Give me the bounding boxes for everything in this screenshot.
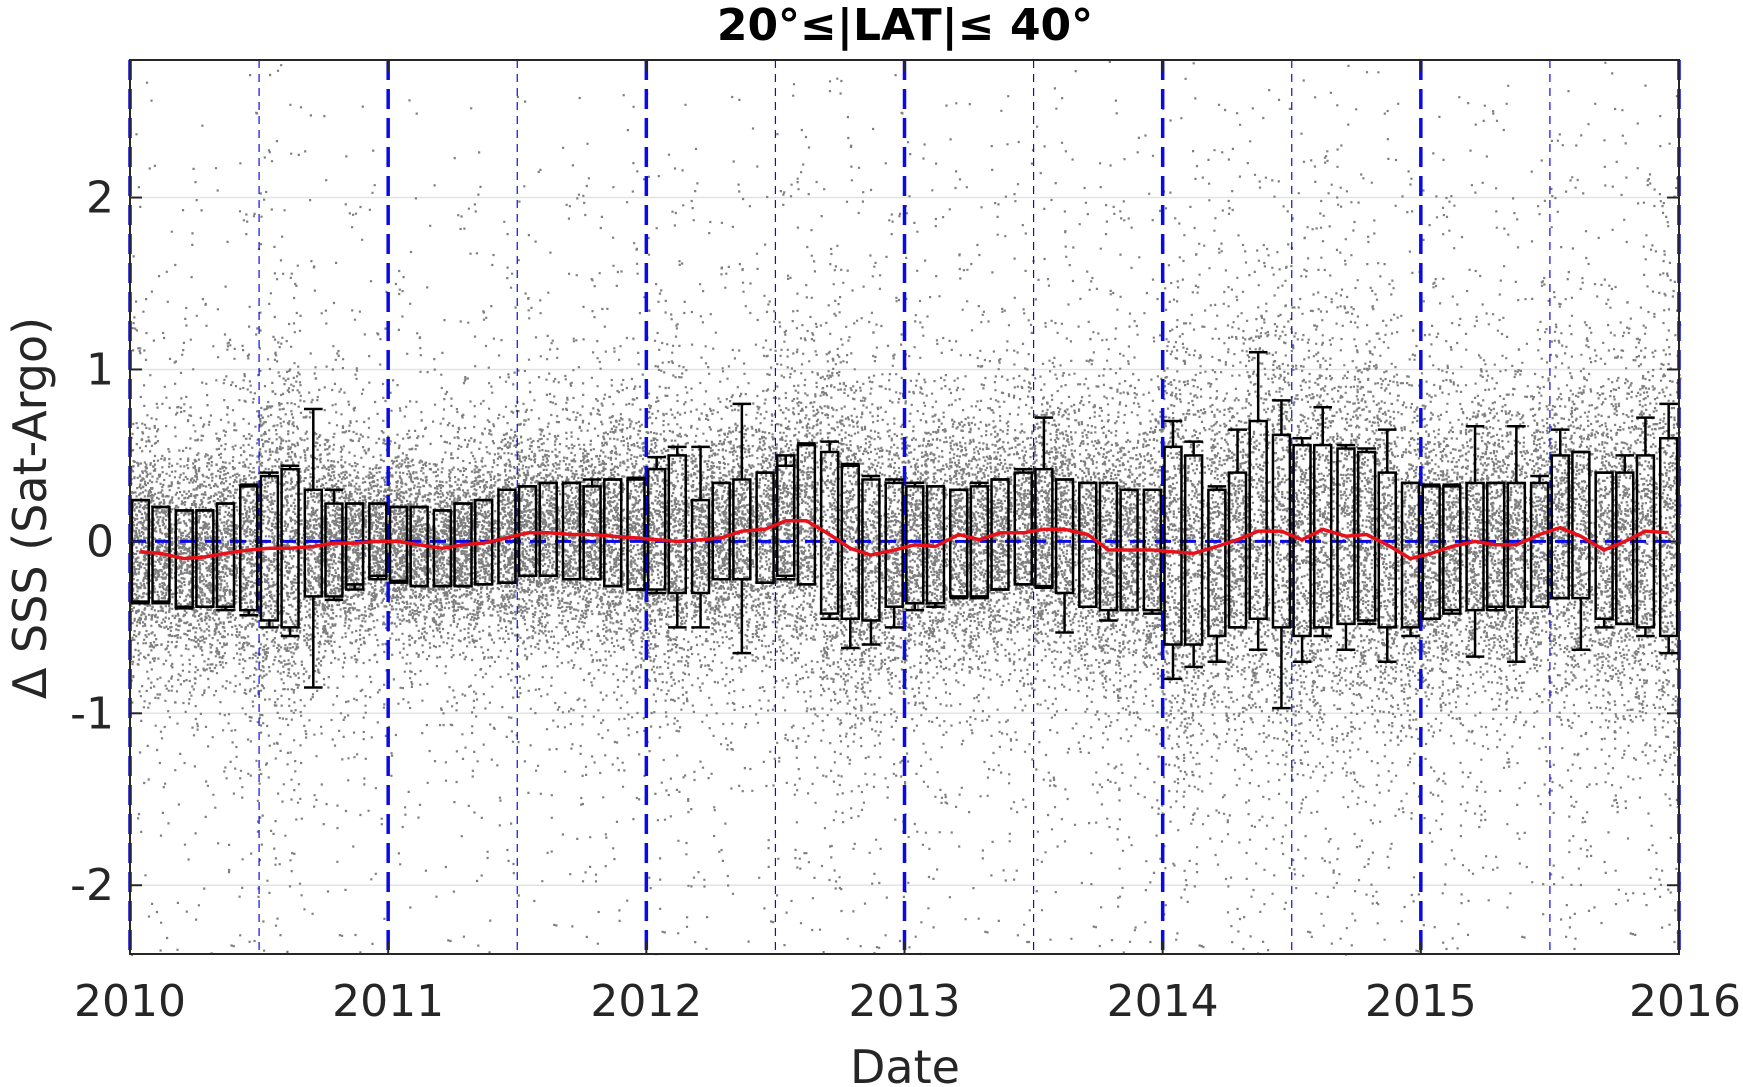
box bbox=[1054, 478, 1075, 595]
box bbox=[1421, 485, 1441, 620]
box bbox=[796, 443, 817, 586]
box bbox=[948, 488, 969, 598]
boxplot bbox=[1013, 467, 1033, 586]
box bbox=[538, 481, 558, 578]
x-tick-label: 2010 bbox=[74, 976, 186, 1027]
box bbox=[1227, 471, 1248, 629]
box bbox=[1207, 488, 1227, 638]
x-tick-label: 2012 bbox=[590, 976, 702, 1027]
box bbox=[969, 485, 990, 598]
box bbox=[1465, 481, 1485, 612]
boxplot bbox=[1465, 424, 1485, 658]
boxplot bbox=[819, 440, 840, 620]
box bbox=[324, 502, 344, 598]
box bbox=[1571, 450, 1591, 600]
y-tick-label: 0 bbox=[86, 516, 114, 567]
boxplot bbox=[1248, 351, 1268, 651]
x-tick-label: 2013 bbox=[849, 976, 961, 1027]
x-ticks: 2010 2011 2012 2013 2014 2015 2016 bbox=[74, 60, 1741, 1027]
box bbox=[667, 454, 688, 595]
boxplot bbox=[711, 481, 731, 581]
box bbox=[1313, 443, 1333, 629]
box bbox=[1550, 454, 1570, 600]
box bbox=[776, 454, 796, 578]
boxplot bbox=[667, 445, 688, 629]
scatter-points-path bbox=[129, 60, 1682, 957]
boxplot bbox=[861, 474, 881, 646]
scatter-points bbox=[129, 60, 1682, 957]
box bbox=[1529, 481, 1550, 608]
boxplot bbox=[1227, 428, 1248, 629]
box bbox=[1098, 481, 1119, 612]
box bbox=[711, 481, 731, 581]
box bbox=[388, 505, 409, 584]
boxplot bbox=[1550, 428, 1570, 600]
boxplot bbox=[1506, 424, 1527, 663]
boxplot bbox=[1207, 485, 1227, 663]
boxplot bbox=[884, 478, 904, 629]
boxplot bbox=[626, 476, 646, 591]
box bbox=[303, 488, 324, 598]
y-tick-label: 1 bbox=[86, 344, 114, 395]
boxplot bbox=[690, 445, 711, 629]
boxplot bbox=[388, 505, 409, 584]
boxplot bbox=[1054, 478, 1075, 634]
box bbox=[819, 450, 840, 615]
y-tick-label: 2 bbox=[86, 173, 114, 224]
box bbox=[626, 478, 646, 591]
box bbox=[861, 478, 881, 622]
box bbox=[1078, 481, 1098, 608]
boxplot bbox=[344, 502, 365, 591]
box bbox=[884, 481, 904, 608]
boxplot bbox=[776, 454, 796, 581]
boxplot bbox=[1635, 416, 1656, 638]
y-axis-label: Δ SSS (Sat-Argo) bbox=[3, 317, 57, 699]
y-tick-label: -1 bbox=[70, 688, 114, 739]
boxplot bbox=[1163, 419, 1183, 681]
boxplot bbox=[324, 488, 344, 602]
boxplot bbox=[603, 478, 623, 588]
x-tick-label: 2016 bbox=[1629, 976, 1741, 1027]
boxplot bbox=[303, 407, 324, 689]
boxplot bbox=[646, 455, 667, 595]
box bbox=[690, 498, 711, 595]
box bbox=[344, 502, 365, 591]
boxplot bbox=[1292, 436, 1312, 663]
boxplot bbox=[1098, 481, 1119, 622]
boxplot bbox=[1571, 450, 1591, 651]
boxplot bbox=[561, 481, 582, 581]
boxplots bbox=[130, 351, 1679, 710]
box bbox=[1615, 471, 1635, 626]
boxplot bbox=[1313, 406, 1333, 638]
x-axis-label: Date bbox=[850, 1040, 960, 1087]
boxplot bbox=[1658, 402, 1679, 655]
x-tick-label: 2014 bbox=[1107, 976, 1219, 1027]
median-line bbox=[140, 519, 1669, 561]
box bbox=[603, 478, 623, 588]
boxplot bbox=[1529, 474, 1550, 608]
y-ticks: -2 -1 0 1 2 bbox=[70, 173, 1679, 911]
chart-title: 20°≤|LAT|≤ 40° bbox=[717, 0, 1093, 51]
box bbox=[1658, 436, 1679, 638]
box bbox=[1013, 471, 1033, 586]
box bbox=[1292, 443, 1312, 638]
box bbox=[1248, 419, 1268, 620]
box bbox=[561, 481, 582, 581]
x-tick-label: 2011 bbox=[332, 976, 444, 1027]
boxplot bbox=[1421, 483, 1441, 620]
boxplot bbox=[538, 481, 558, 578]
boxplot bbox=[1615, 454, 1635, 626]
x-tick-label: 2015 bbox=[1365, 976, 1477, 1027]
y-tick-label: -2 bbox=[70, 860, 114, 911]
boxplot bbox=[1078, 481, 1098, 608]
boxplot bbox=[969, 481, 990, 600]
median-line-group bbox=[140, 519, 1669, 561]
box bbox=[1635, 454, 1656, 629]
box bbox=[646, 467, 667, 591]
boxplot bbox=[948, 488, 969, 600]
box bbox=[1163, 445, 1183, 646]
boxplot bbox=[796, 442, 817, 586]
